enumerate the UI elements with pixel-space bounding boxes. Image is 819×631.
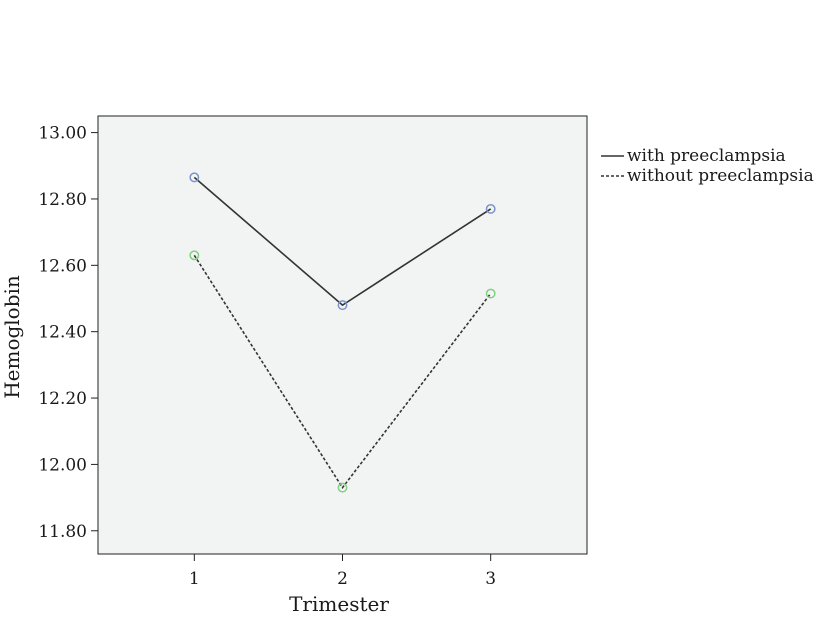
x-tick-label: 1 [189,569,200,589]
data-point-with-preeclampsia [189,172,200,183]
y-tick-label: 12.60 [38,256,87,276]
x-tick-label: 3 [485,569,496,589]
data-point-with-preeclampsia [337,300,348,311]
series-line-with-preeclampsia [193,176,492,307]
x-axis: 1 2 3 [189,554,496,589]
legend-label: without preeclampsia [627,166,814,186]
y-tick-label: 12.80 [38,190,87,210]
y-axis: 11.80 12.00 12.20 12.40 12.60 12.80 13.00 [38,124,98,542]
y-tick-label: 11.80 [38,522,87,542]
y-axis-title: Hemoglobin [0,275,24,399]
series-lines [193,176,492,490]
data-point-without-preeclampsia [337,482,348,493]
legend-label: with preeclampsia [627,146,786,166]
plot-area [97,115,588,555]
x-tick-label: 2 [337,569,348,589]
y-tick-label: 12.40 [38,323,87,343]
data-point-without-preeclampsia [485,288,496,299]
series-markers [189,172,496,493]
y-tick-label: 12.00 [38,455,87,475]
data-point-without-preeclampsia [189,250,200,261]
series-line-without-preeclampsia [193,254,492,490]
y-tick-label: 13.00 [38,124,87,144]
data-point-with-preeclampsia [485,203,496,214]
x-axis-title: Trimester [289,592,389,616]
y-tick-label: 12.20 [38,389,87,409]
